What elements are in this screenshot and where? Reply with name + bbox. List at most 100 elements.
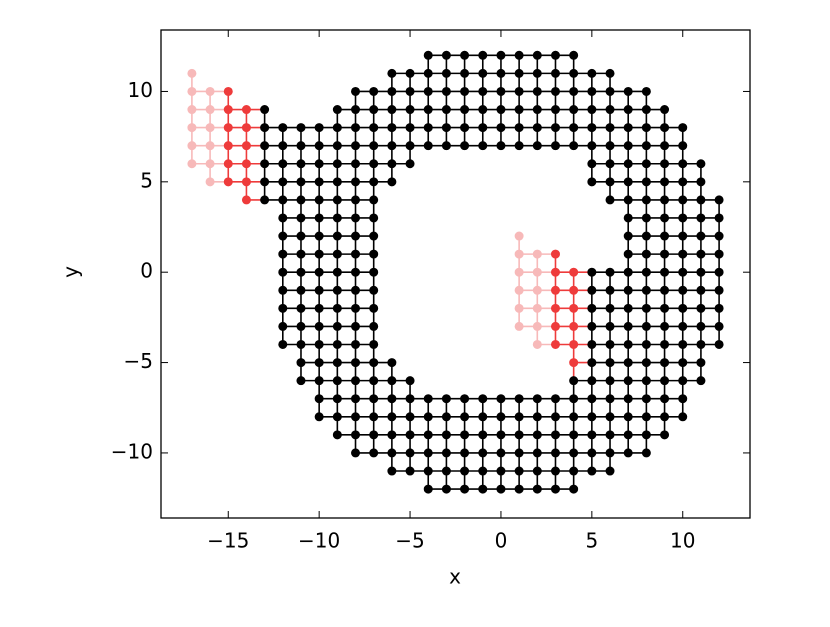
site bbox=[496, 123, 506, 133]
site bbox=[623, 267, 633, 277]
site bbox=[441, 394, 451, 404]
site bbox=[678, 376, 688, 386]
site bbox=[678, 339, 688, 349]
site bbox=[441, 430, 451, 440]
site bbox=[351, 177, 361, 187]
site bbox=[460, 50, 470, 60]
site bbox=[223, 105, 233, 115]
site bbox=[514, 466, 524, 476]
site bbox=[605, 141, 615, 151]
site bbox=[441, 412, 451, 422]
site bbox=[423, 86, 433, 96]
site bbox=[405, 105, 415, 115]
site bbox=[223, 123, 233, 133]
site bbox=[550, 303, 560, 313]
site bbox=[369, 105, 379, 115]
site bbox=[569, 285, 579, 295]
site bbox=[351, 394, 361, 404]
site bbox=[714, 339, 724, 349]
site bbox=[187, 159, 197, 169]
site bbox=[660, 339, 670, 349]
site bbox=[587, 86, 597, 96]
site bbox=[660, 430, 670, 440]
site bbox=[587, 267, 597, 277]
site bbox=[387, 448, 397, 458]
site bbox=[641, 267, 651, 277]
site bbox=[696, 249, 706, 259]
site bbox=[314, 339, 324, 349]
site bbox=[623, 303, 633, 313]
site bbox=[423, 50, 433, 60]
site bbox=[587, 412, 597, 422]
site bbox=[605, 267, 615, 277]
site bbox=[405, 412, 415, 422]
site bbox=[532, 105, 542, 115]
site bbox=[641, 376, 651, 386]
site bbox=[423, 430, 433, 440]
site bbox=[296, 177, 306, 187]
site bbox=[260, 141, 270, 151]
site bbox=[514, 231, 524, 241]
site bbox=[405, 376, 415, 386]
site bbox=[587, 303, 597, 313]
site bbox=[660, 412, 670, 422]
site bbox=[351, 430, 361, 440]
site bbox=[460, 430, 470, 440]
site bbox=[641, 303, 651, 313]
site bbox=[532, 86, 542, 96]
site bbox=[441, 105, 451, 115]
site bbox=[369, 213, 379, 223]
site bbox=[351, 448, 361, 458]
site bbox=[696, 267, 706, 277]
site bbox=[460, 123, 470, 133]
site bbox=[605, 394, 615, 404]
site bbox=[569, 123, 579, 133]
site bbox=[278, 141, 288, 151]
site bbox=[623, 195, 633, 205]
site bbox=[569, 68, 579, 78]
site bbox=[696, 195, 706, 205]
y-tick-label: 10 bbox=[128, 78, 153, 102]
site bbox=[460, 394, 470, 404]
site bbox=[532, 321, 542, 331]
site bbox=[569, 339, 579, 349]
site bbox=[187, 141, 197, 151]
site bbox=[278, 177, 288, 187]
site bbox=[332, 231, 342, 241]
site bbox=[660, 231, 670, 241]
site bbox=[387, 394, 397, 404]
site bbox=[241, 195, 251, 205]
site bbox=[714, 285, 724, 295]
site bbox=[332, 358, 342, 368]
site bbox=[278, 159, 288, 169]
site bbox=[460, 466, 470, 476]
y-tick-label: 0 bbox=[140, 259, 153, 283]
site bbox=[478, 466, 488, 476]
site bbox=[660, 376, 670, 386]
site bbox=[332, 141, 342, 151]
site bbox=[587, 394, 597, 404]
site bbox=[332, 339, 342, 349]
site bbox=[605, 285, 615, 295]
site bbox=[314, 123, 324, 133]
site bbox=[641, 159, 651, 169]
site bbox=[423, 448, 433, 458]
site bbox=[369, 303, 379, 313]
site bbox=[641, 412, 651, 422]
site bbox=[351, 321, 361, 331]
site bbox=[441, 448, 451, 458]
site bbox=[605, 123, 615, 133]
site bbox=[623, 249, 633, 259]
site bbox=[314, 159, 324, 169]
site bbox=[296, 358, 306, 368]
site bbox=[351, 159, 361, 169]
site bbox=[460, 105, 470, 115]
site bbox=[696, 159, 706, 169]
site bbox=[351, 213, 361, 223]
site bbox=[550, 430, 560, 440]
site bbox=[641, 213, 651, 223]
site bbox=[496, 448, 506, 458]
site bbox=[514, 484, 524, 494]
site bbox=[296, 285, 306, 295]
site bbox=[660, 358, 670, 368]
